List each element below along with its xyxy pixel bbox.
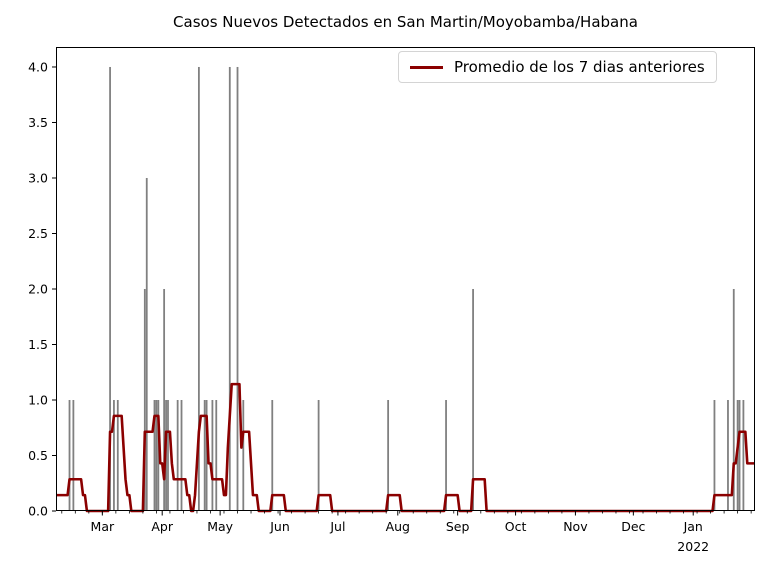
daily-cases-bar	[68, 400, 71, 511]
daily-cases-bar	[155, 400, 158, 511]
legend-label: Promedio de los 7 dias anteriores	[454, 58, 705, 76]
daily-cases-bar	[713, 400, 716, 511]
legend-line-swatch	[410, 65, 443, 69]
x-tick-label: Sep	[446, 519, 470, 534]
axes-layer: 0.0 0.5 1.0 1.5 2.0 2.5 3.0 3.5 4.0 Mar Apr May Jun J…	[28, 47, 755, 554]
daily-cases-bar	[167, 400, 169, 511]
daily-cases-bar	[116, 400, 119, 511]
daily-cases-bar	[197, 66, 200, 511]
y-tick-label: 2.0	[28, 281, 48, 296]
y-tick-label: 0.0	[28, 504, 48, 519]
daily-cases-bar	[145, 177, 148, 512]
chart-title: Casos Nuevos Detectados en San Martin/Mo…	[173, 13, 638, 31]
daily-cases-bar	[228, 66, 231, 511]
x-tick-label: Oct	[505, 519, 527, 534]
daily-cases-bar	[387, 400, 390, 511]
x-tick-label: Dec	[621, 519, 645, 534]
y-tick-label: 4.0	[28, 59, 48, 74]
y-tick-label: 2.5	[28, 226, 48, 241]
daily-cases-bar	[727, 400, 729, 511]
daily-cases-bar	[113, 400, 115, 511]
x-axis-year-label: 2022	[677, 539, 709, 554]
daily-cases-bar	[143, 288, 146, 511]
x-tick-label: Apr	[151, 519, 173, 534]
daily-cases-bar	[176, 400, 179, 511]
x-tick-label: Nov	[563, 519, 588, 534]
y-tick-label: 0.5	[28, 448, 48, 463]
daily-cases-bar	[109, 66, 111, 511]
daily-cases-bar	[157, 400, 160, 511]
daily-cases-bar	[445, 400, 447, 511]
y-tick-label: 3.5	[28, 115, 48, 130]
x-tick-label: Aug	[386, 519, 410, 534]
daily-cases-bar	[236, 66, 239, 511]
y-tick-label: 1.5	[28, 337, 48, 352]
daily-cases-bar	[242, 400, 245, 511]
y-tick-label: 3.0	[28, 170, 48, 185]
daily-cases-bar	[203, 400, 206, 511]
avg7-line	[56, 382, 755, 513]
x-tick-label: Jul	[329, 519, 345, 534]
legend-box: Promedio de los 7 dias anteriores	[398, 51, 717, 83]
daily-cases-bar	[732, 288, 735, 511]
daily-cases-bar	[163, 288, 166, 511]
daily-cases-bar	[72, 400, 75, 511]
avg7-line-layer	[56, 382, 755, 513]
x-tick-label: Jun	[269, 519, 290, 534]
daily-cases-bar	[738, 400, 741, 511]
daily-cases-bar	[317, 400, 320, 511]
daily-cases-bar	[211, 400, 214, 511]
daily-cases-bar	[742, 400, 745, 511]
daily-cases-bar	[215, 400, 218, 511]
daily-cases-bar	[472, 288, 474, 511]
daily-cases-bar	[153, 400, 156, 511]
daily-cases-bars-layer	[68, 66, 745, 512]
daily-cases-bar	[205, 400, 208, 511]
y-tick-label: 1.0	[28, 392, 48, 407]
daily-cases-bar	[180, 400, 183, 511]
x-tick-label: Mar	[91, 519, 115, 534]
x-tick-label: Jan	[683, 519, 703, 534]
x-tick-label: May	[207, 519, 233, 534]
plot-border	[56, 47, 755, 511]
daily-cases-bar	[271, 400, 274, 511]
